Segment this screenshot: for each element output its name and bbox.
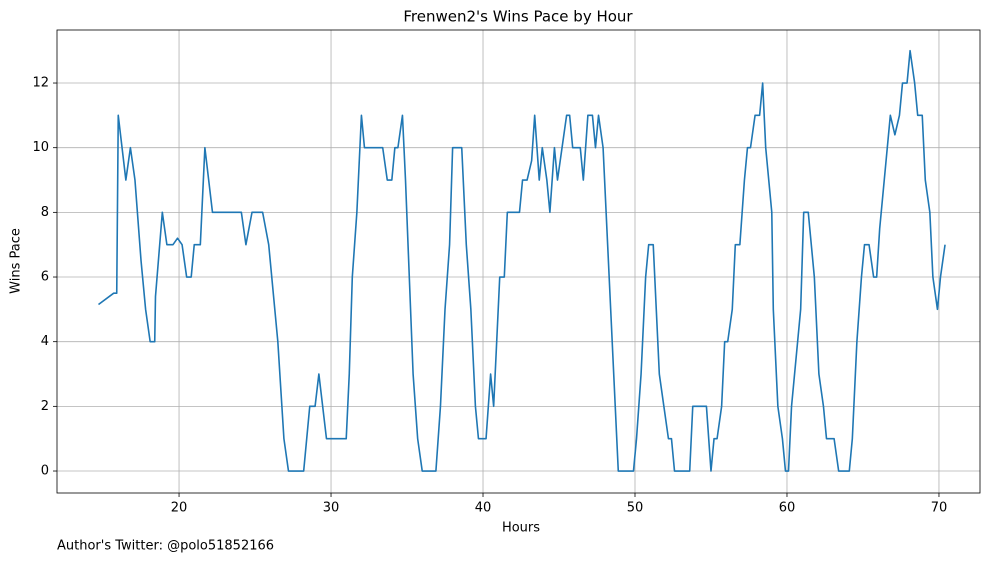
- x-tick-label: 40: [475, 501, 492, 516]
- y-axis-label: Wins Pace: [9, 228, 24, 294]
- y-tick-label: 4: [41, 334, 49, 349]
- y-tick-label: 12: [32, 76, 49, 91]
- x-tick-label: 60: [779, 501, 796, 516]
- chart-title: Frenwen2's Wins Pace by Hour: [403, 8, 633, 26]
- data-line: [98, 49, 946, 472]
- y-tick-label: 2: [41, 399, 49, 414]
- x-tick-label: 30: [323, 501, 340, 516]
- x-tick-label: 50: [627, 501, 644, 516]
- y-tick-label: 6: [41, 270, 49, 285]
- x-tick-label: 20: [171, 501, 188, 516]
- y-tick-label: 8: [41, 205, 49, 220]
- y-tick-label: 10: [32, 140, 49, 155]
- plot-frame: [56, 29, 981, 494]
- y-tick-label: 0: [41, 464, 49, 479]
- x-axis-label: Hours: [502, 521, 540, 536]
- x-tick-label: 70: [931, 501, 948, 516]
- footnote: Author's Twitter: @polo51852166: [57, 539, 274, 554]
